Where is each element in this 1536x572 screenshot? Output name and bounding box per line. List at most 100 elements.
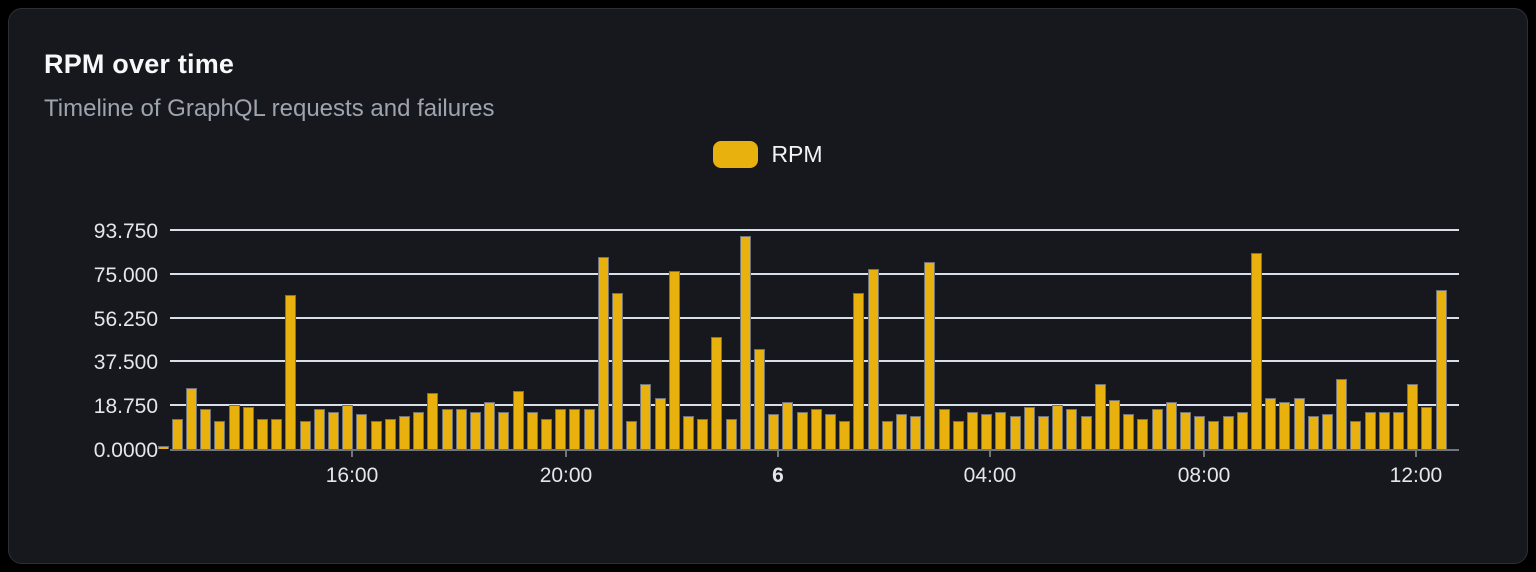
bar[interactable] (611, 292, 623, 449)
bar[interactable] (881, 420, 893, 449)
bar[interactable] (1321, 413, 1333, 449)
bar[interactable] (1037, 416, 1049, 449)
bar[interactable] (1194, 416, 1206, 449)
bar[interactable] (853, 292, 865, 449)
bar[interactable] (1307, 416, 1319, 449)
x-tick-mark (351, 449, 353, 457)
bar[interactable] (1009, 416, 1021, 449)
bar[interactable] (1236, 411, 1248, 449)
bar[interactable] (640, 383, 652, 449)
bar[interactable] (327, 411, 339, 449)
bar[interactable] (1208, 420, 1220, 449)
bar[interactable] (966, 411, 978, 449)
bar[interactable] (1179, 411, 1191, 449)
bar[interactable] (597, 257, 609, 449)
bar[interactable] (185, 388, 197, 449)
bar[interactable] (171, 418, 183, 449)
bar[interactable] (910, 416, 922, 449)
bar[interactable] (682, 416, 694, 449)
bar[interactable] (1336, 378, 1348, 449)
bar[interactable] (952, 420, 964, 449)
bar[interactable] (398, 416, 410, 449)
plot-area (157, 229, 1459, 451)
bar[interactable] (484, 402, 496, 449)
bar[interactable] (157, 445, 169, 449)
bar[interactable] (1151, 409, 1163, 449)
x-tick-mark (988, 449, 991, 457)
bar[interactable] (242, 406, 254, 449)
bar[interactable] (995, 411, 1007, 449)
bar[interactable] (526, 411, 538, 449)
bar[interactable] (796, 411, 808, 449)
bar[interactable] (427, 392, 439, 449)
bar[interactable] (725, 418, 737, 449)
bar[interactable] (1364, 411, 1376, 449)
bar[interactable] (512, 390, 524, 449)
bar[interactable] (1293, 397, 1305, 449)
legend: RPM (9, 141, 1527, 168)
bar[interactable] (668, 271, 680, 449)
bar[interactable] (1279, 402, 1291, 449)
bar[interactable] (583, 409, 595, 449)
bar[interactable] (654, 397, 666, 449)
bar[interactable] (469, 411, 481, 449)
bar[interactable] (370, 420, 382, 449)
bar[interactable] (313, 409, 325, 449)
bar[interactable] (1392, 411, 1404, 449)
bar[interactable] (626, 420, 638, 449)
bar[interactable] (1250, 252, 1262, 449)
bar[interactable] (824, 413, 836, 449)
bar[interactable] (1378, 411, 1390, 449)
legend-swatch-icon (713, 141, 759, 168)
bar[interactable] (1265, 397, 1277, 449)
bar[interactable] (1421, 406, 1433, 449)
bar[interactable] (413, 411, 425, 449)
bar[interactable] (895, 413, 907, 449)
gridline (170, 404, 1459, 407)
bar[interactable] (356, 413, 368, 449)
bar[interactable] (384, 418, 396, 449)
bar[interactable] (1123, 413, 1135, 449)
bar[interactable] (981, 413, 993, 449)
bar[interactable] (1350, 420, 1362, 449)
bar[interactable] (214, 420, 226, 449)
bar[interactable] (441, 409, 453, 449)
bar[interactable] (768, 413, 780, 449)
bar[interactable] (782, 402, 794, 449)
legend-item-rpm[interactable]: RPM (713, 141, 823, 168)
bar[interactable] (839, 420, 851, 449)
bar[interactable] (867, 269, 879, 449)
bar[interactable] (697, 418, 709, 449)
bar[interactable] (1165, 402, 1177, 449)
bar[interactable] (924, 262, 936, 449)
bar[interactable] (938, 409, 950, 449)
bar[interactable] (256, 418, 268, 449)
bar[interactable] (1137, 418, 1149, 449)
bar[interactable] (285, 294, 297, 449)
bar[interactable] (498, 411, 510, 449)
bar[interactable] (200, 409, 212, 449)
bar[interactable] (271, 418, 283, 449)
bar[interactable] (1052, 404, 1064, 449)
bar[interactable] (455, 409, 467, 449)
bar[interactable] (228, 404, 240, 449)
bar[interactable] (1023, 406, 1035, 449)
chart-subtitle: Timeline of GraphQL requests and failure… (44, 95, 495, 122)
x-tick-label: 12:00 (1389, 464, 1443, 487)
bar[interactable] (810, 409, 822, 449)
bar[interactable] (739, 236, 751, 449)
bar[interactable] (555, 409, 567, 449)
bar[interactable] (1108, 399, 1120, 449)
bar[interactable] (569, 409, 581, 449)
bar[interactable] (711, 336, 723, 449)
bar[interactable] (1407, 383, 1419, 449)
bar[interactable] (1222, 416, 1234, 449)
bar[interactable] (540, 418, 552, 449)
bar[interactable] (1080, 416, 1092, 449)
bar[interactable] (1435, 290, 1447, 449)
bar[interactable] (1066, 409, 1078, 449)
bar[interactable] (299, 420, 311, 449)
bar[interactable] (1094, 383, 1106, 449)
bar[interactable] (753, 348, 765, 449)
bar[interactable] (342, 404, 354, 449)
